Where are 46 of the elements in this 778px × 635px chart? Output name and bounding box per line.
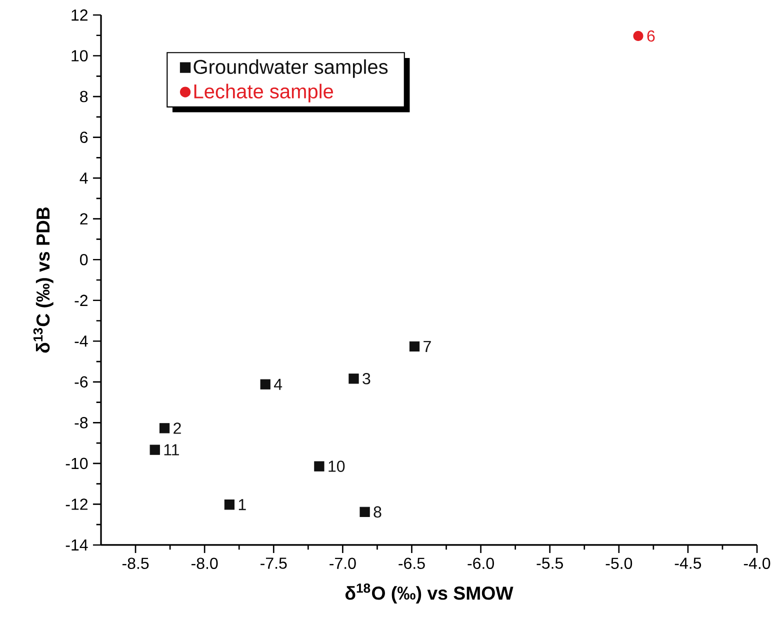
annotation: 10 (328, 460, 345, 472)
x-tick-label: -6.5 (398, 558, 425, 570)
annotation: 8 (374, 506, 382, 518)
annotation: 4 (274, 378, 282, 390)
point (348, 374, 359, 384)
annotation: 3 (362, 372, 370, 384)
annotation: 1 (238, 499, 246, 510)
y-tick-label: -14 (66, 539, 88, 550)
x-tick-label: -4.0 (744, 558, 770, 570)
y-tick-label: 2 (80, 213, 88, 224)
y-axis-title: δ$^{13}$C (‰) vs PDB (33, 207, 54, 353)
point (159, 423, 170, 434)
point (409, 341, 420, 352)
y-tick-label: -4 (74, 336, 88, 347)
y-tick-label: 8 (80, 90, 88, 102)
x-tick-label: -8.5 (122, 558, 149, 570)
point (360, 506, 370, 518)
point (150, 444, 160, 455)
point (633, 30, 644, 42)
y-tick-label: -6 (74, 376, 88, 388)
x-tick-label: -7.0 (330, 558, 356, 570)
y-tick-label: 10 (72, 50, 88, 62)
annotation: 11 (164, 444, 179, 456)
legend-label: Groundwater samples (194, 59, 388, 78)
x-tick-label: -4.5 (674, 558, 702, 569)
annotation: 7 (424, 340, 431, 352)
x-axis-title: δ$^{18}$O (‰) vs SMOW (345, 584, 514, 604)
y-tick-label: -8 (74, 417, 88, 428)
x-tick-label: -7.5 (260, 558, 287, 569)
x-tick-label: -5.5 (536, 558, 563, 569)
x-tick-label: -8.0 (192, 558, 218, 570)
point (314, 461, 324, 472)
y-tick-label: 0 (80, 254, 88, 266)
annotation: 2 (174, 422, 181, 434)
y-tick-label: -2 (74, 294, 88, 306)
point (260, 379, 270, 390)
y-tick-label: 6 (80, 132, 88, 143)
y-tick-label: -12 (66, 498, 88, 510)
legend-label: Lechate sample (194, 84, 334, 102)
x-tick-label: -6.0 (468, 558, 494, 570)
y-tick-label: -10 (66, 458, 88, 470)
x-tick-label: -5.0 (606, 558, 632, 570)
annotation: 6 (647, 30, 655, 42)
point (224, 500, 235, 510)
y-tick-label: 4 (80, 172, 88, 184)
y-tick-label: 12 (72, 9, 88, 21)
